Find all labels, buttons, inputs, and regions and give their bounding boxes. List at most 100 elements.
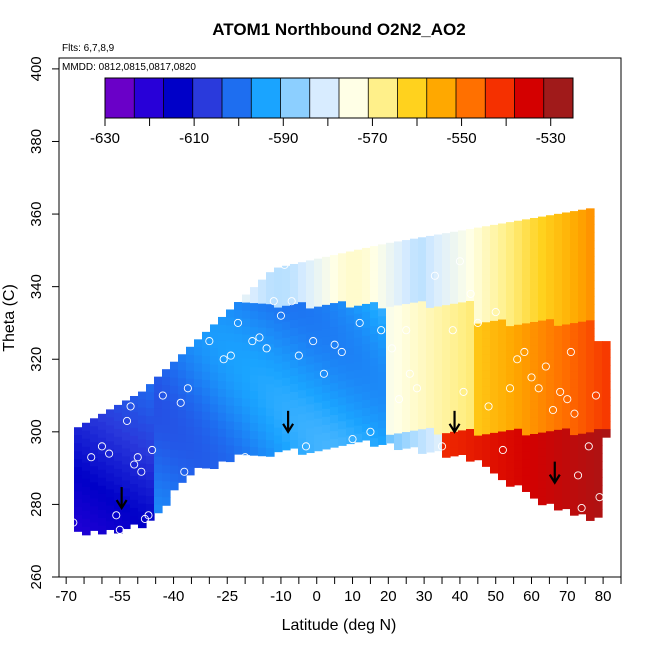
field-cell xyxy=(362,303,371,313)
observation-point xyxy=(233,318,243,327)
field-cell xyxy=(490,336,499,346)
field-cell xyxy=(586,328,595,337)
field-cell xyxy=(514,324,523,334)
field-cell xyxy=(554,397,563,407)
field-cell xyxy=(538,424,547,434)
field-cell xyxy=(226,429,235,439)
field-cell xyxy=(546,335,555,344)
field-cell xyxy=(378,244,387,253)
field-cell xyxy=(578,265,587,275)
field-cell xyxy=(122,472,131,482)
field-cell xyxy=(314,314,323,324)
field-cell xyxy=(602,429,611,438)
field-cell xyxy=(506,374,515,383)
field-cell xyxy=(282,337,291,347)
observation-point xyxy=(65,464,74,473)
field-cell xyxy=(538,472,547,482)
field-cell xyxy=(202,355,211,365)
field-cell xyxy=(562,372,571,382)
field-cell xyxy=(338,437,347,446)
field-cell xyxy=(570,411,579,420)
field-cell xyxy=(474,443,483,453)
field-cell xyxy=(514,356,523,366)
field-cell xyxy=(194,355,203,364)
field-cell xyxy=(538,456,547,466)
field-cell xyxy=(378,348,387,357)
field-cell xyxy=(530,385,539,395)
field-cell xyxy=(402,440,411,449)
field-cell xyxy=(258,359,267,369)
field-cell xyxy=(530,425,539,435)
field-cell xyxy=(194,339,203,348)
field-cell xyxy=(530,345,539,355)
colorbar-swatch xyxy=(543,78,574,118)
field-cell xyxy=(314,362,323,372)
field-cell xyxy=(210,324,219,334)
field-cell xyxy=(570,459,579,468)
field-cell xyxy=(90,434,99,443)
field-cell xyxy=(482,282,491,291)
field-cell xyxy=(554,213,563,223)
field-cell xyxy=(570,299,579,308)
field-cell xyxy=(578,241,587,251)
field-cell xyxy=(242,294,251,304)
field-cell xyxy=(546,279,555,288)
field-cell xyxy=(578,465,587,475)
field-cell xyxy=(266,440,275,449)
x-tick-label: 50 xyxy=(487,588,504,605)
observation-point xyxy=(280,260,289,269)
field-cell xyxy=(530,225,539,235)
field-cell xyxy=(154,488,163,498)
field-cell xyxy=(546,415,555,424)
field-cell xyxy=(554,493,563,503)
y-axis-label: Theta (C) xyxy=(1,284,18,352)
field-cell xyxy=(506,230,515,239)
field-cell xyxy=(210,364,219,374)
field-cell xyxy=(442,433,451,442)
field-cell xyxy=(90,426,99,435)
field-cell xyxy=(194,411,203,420)
field-cell xyxy=(530,409,539,419)
field-cell xyxy=(282,433,291,443)
field-cell xyxy=(122,488,131,498)
field-cell xyxy=(274,267,283,277)
field-cell xyxy=(530,353,539,363)
observation-point xyxy=(137,467,146,476)
field-cell xyxy=(402,256,411,265)
field-cell xyxy=(562,388,571,398)
field-cell xyxy=(562,292,571,302)
field-cell xyxy=(226,381,235,391)
field-cell xyxy=(346,355,355,365)
field-cell xyxy=(418,253,427,262)
field-cell xyxy=(570,363,579,372)
field-cell xyxy=(474,315,483,325)
field-cell xyxy=(522,363,531,372)
field-cell xyxy=(274,291,283,301)
field-cell xyxy=(458,230,467,239)
field-cell xyxy=(482,258,491,267)
field-cell xyxy=(442,337,451,346)
field-cell xyxy=(202,339,211,349)
field-cell xyxy=(170,473,179,483)
field-cell xyxy=(106,465,115,474)
field-cell xyxy=(458,318,467,327)
field-cell xyxy=(162,417,171,426)
field-cell xyxy=(410,238,419,248)
field-cell xyxy=(386,434,395,444)
field-cell xyxy=(282,321,291,331)
field-cell xyxy=(514,396,523,406)
field-cell xyxy=(578,353,587,363)
field-cell xyxy=(138,423,147,433)
field-cell xyxy=(586,232,595,241)
field-cell xyxy=(138,447,147,457)
field-cell xyxy=(562,348,571,358)
field-cell xyxy=(418,317,427,326)
field-cell xyxy=(162,385,171,394)
observation-point xyxy=(520,347,529,357)
field-cell xyxy=(442,329,451,338)
field-cell xyxy=(218,364,227,374)
field-cell xyxy=(514,388,523,398)
field-cell xyxy=(586,456,595,465)
field-cell xyxy=(490,408,499,418)
field-cell xyxy=(90,506,99,515)
